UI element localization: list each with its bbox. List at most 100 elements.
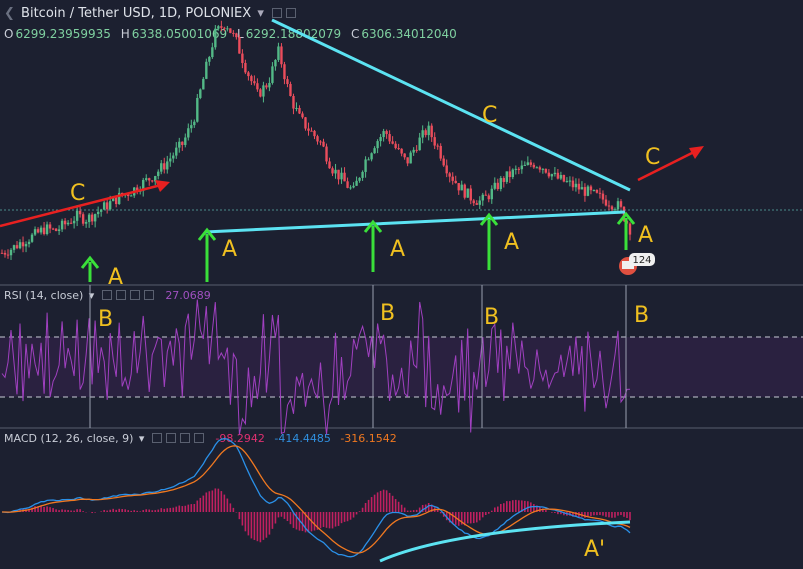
ohlc-readout: O 6299.23959935 H 6338.05001069 L 6292.1880… <box>4 27 463 41</box>
candle-body <box>484 194 487 196</box>
candle-body <box>550 174 554 177</box>
candle-body <box>502 178 505 182</box>
candle-body <box>211 47 214 58</box>
chevron-down-icon[interactable]: ▾ <box>88 289 95 302</box>
candle-body <box>90 214 94 222</box>
candle-body <box>535 167 539 169</box>
macd-pane-header[interactable]: MACD (12, 26, close, 9) ▾ -98.2942 -414.… <box>4 432 399 445</box>
candle-body <box>457 183 460 191</box>
candle-body <box>463 184 466 198</box>
candle-body <box>229 28 232 33</box>
candle-body <box>51 228 55 230</box>
candle-body <box>217 26 220 29</box>
gear-icon[interactable] <box>115 290 126 300</box>
candle-body <box>184 137 187 145</box>
symbol-header[interactable]: ❮ Bitcoin / Tether USD, 1D, POLONIEX ▾ <box>4 6 298 21</box>
green-arrow-head <box>363 219 383 233</box>
red-arrow <box>0 180 170 228</box>
candle-body <box>226 28 229 30</box>
candle-body <box>595 189 599 193</box>
candle-body <box>325 146 328 162</box>
candle-body <box>241 53 244 63</box>
candle-body <box>574 183 578 188</box>
gear-icon[interactable] <box>285 8 296 18</box>
candle-body <box>114 196 118 205</box>
eye-icon[interactable] <box>101 290 112 300</box>
candle-body <box>433 137 436 146</box>
event-badge[interactable]: 124 <box>619 253 655 275</box>
candle-body <box>310 130 313 132</box>
chevron-down-icon[interactable]: ▾ <box>257 6 264 21</box>
candle-body <box>193 121 196 126</box>
candle-body <box>364 159 367 172</box>
candle-body <box>160 163 163 172</box>
candle-body <box>385 131 388 135</box>
candle-body <box>628 223 632 235</box>
macd-hist-value: -98.2942 <box>215 432 265 445</box>
candle-body <box>322 141 325 147</box>
candle-body <box>172 155 175 159</box>
close-icon[interactable] <box>143 290 154 300</box>
collapse-icon[interactable]: ❮ <box>4 6 15 21</box>
low-label: L <box>237 27 244 41</box>
close-label: C <box>350 27 360 41</box>
candle-body <box>202 78 205 90</box>
candle-body <box>562 175 566 182</box>
candle-body <box>379 137 382 142</box>
candle-body <box>598 192 602 194</box>
candle-body <box>247 72 250 77</box>
candle-body <box>163 163 166 170</box>
macd-title: MACD (12, 26, close, 9) <box>4 432 134 445</box>
candle-body <box>244 62 247 73</box>
candle-body <box>604 199 608 206</box>
candle-body <box>295 107 298 109</box>
settings-icon[interactable] <box>271 8 282 18</box>
candle-body <box>409 152 412 164</box>
open-label: O <box>4 27 14 41</box>
candle-body <box>151 180 154 182</box>
candle-body <box>81 214 85 224</box>
plus-icon[interactable] <box>129 290 140 300</box>
eye-icon[interactable] <box>151 433 162 443</box>
plus-icon[interactable] <box>179 433 190 443</box>
candle-body <box>541 168 545 170</box>
candle-body <box>559 175 563 179</box>
candle-body <box>18 242 22 249</box>
chevron-down-icon[interactable]: ▾ <box>138 432 145 445</box>
candle-body <box>39 227 43 233</box>
close-icon[interactable] <box>193 433 204 443</box>
candle-body <box>517 168 521 170</box>
green-arrow <box>479 212 499 270</box>
candle-body <box>48 224 52 229</box>
gear-icon[interactable] <box>165 433 176 443</box>
candle-body <box>547 172 551 177</box>
green-arrow <box>363 219 383 272</box>
candle-body <box>358 177 361 181</box>
candle-body <box>592 189 596 191</box>
candle-body <box>427 125 430 136</box>
green-arrow-head <box>197 227 217 241</box>
candle-body <box>373 148 376 154</box>
candle-body <box>343 172 346 182</box>
candle-body <box>21 242 25 247</box>
label-a-prime: A' <box>584 537 605 562</box>
rsi-pane-header[interactable]: RSI (14, close) ▾ 27.0689 <box>4 289 213 302</box>
label-c: C <box>70 181 85 206</box>
candle-body <box>145 178 148 180</box>
candle-body <box>319 141 322 143</box>
candle-body <box>214 28 217 48</box>
candle-body <box>102 202 106 210</box>
label-b: B <box>98 307 113 332</box>
candle-body <box>520 165 524 170</box>
candle-body <box>361 171 364 178</box>
candle-body <box>304 117 307 129</box>
candle-body <box>601 193 605 200</box>
event-count: 124 <box>632 255 651 266</box>
candle-body <box>475 203 478 205</box>
label-c: C <box>645 145 660 170</box>
close-value: 6306.34012040 <box>361 27 457 41</box>
candle-body <box>526 162 530 165</box>
candle-body <box>580 187 584 190</box>
